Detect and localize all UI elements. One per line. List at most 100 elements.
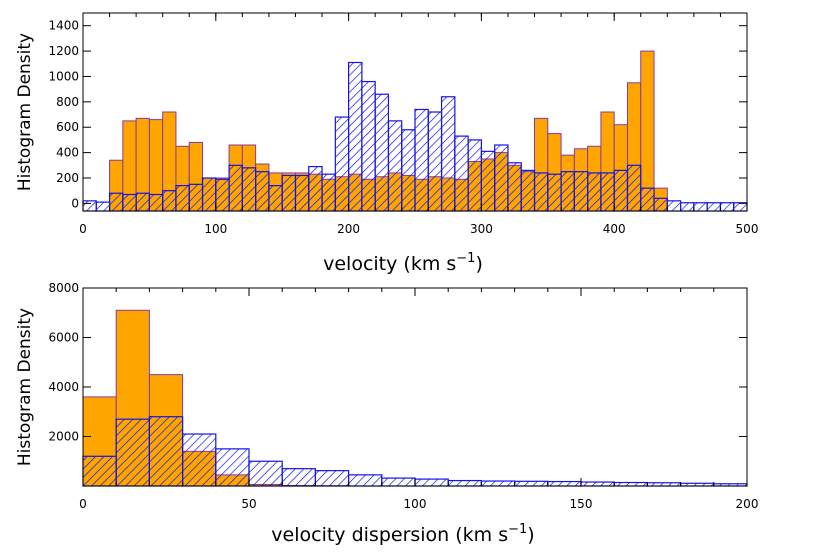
dispersion-hatched-bar [547, 480, 582, 487]
velocity-y-tick-label: 800 [56, 95, 79, 109]
velocity-hatched-bar [653, 197, 668, 212]
velocity-hatched-bar [440, 96, 456, 212]
dispersion-x-tick-label: 150 [570, 497, 593, 511]
dispersion-hatched-bar [414, 478, 449, 487]
velocity-hatched-bar [414, 108, 429, 212]
dispersion-y-tick-label: 8000 [48, 281, 79, 295]
dispersion-y-tick-label: 4000 [48, 380, 79, 394]
velocity-panel: 0 100 200 300 400 500 0 200 400 600 800 1000 1200 140… [15, 12, 758, 275]
velocity-hatched-bar [82, 200, 97, 212]
velocity-y-tick-label: 1400 [48, 19, 79, 33]
dispersion-hatched-bar [513, 480, 549, 487]
velocity-bars [82, 50, 748, 212]
dispersion-hatched-bar [182, 433, 217, 487]
dispersion-hatched-bar [215, 448, 250, 487]
velocity-plot-frame [82, 12, 748, 212]
velocity-filled-bar [640, 50, 655, 212]
dispersion-hatched-bar [148, 416, 184, 487]
dispersion-hatched-bar [248, 460, 283, 487]
velocity-hatched-bar [693, 202, 708, 212]
velocity-y-tick-label: 0 [71, 196, 79, 210]
velocity-hatched-bar [321, 173, 336, 212]
velocity-ticks: 0 100 200 300 400 500 0 200 400 600 800 1000 1200 140… [48, 13, 758, 236]
velocity-hatched-bar [467, 139, 482, 212]
velocity-hatched-bar [573, 171, 589, 212]
velocity-hatched-bar [148, 193, 164, 212]
dispersion-hatched-bar [348, 474, 383, 487]
dispersion-hatched-bar [447, 479, 483, 487]
velocity-x-tick-label: 500 [736, 222, 759, 236]
velocity-hatched-bar [733, 202, 748, 212]
velocity-x-axis-title: velocity (km s−1) [323, 251, 483, 275]
velocity-x-tick-label: 200 [337, 222, 360, 236]
velocity-hatched-bar [201, 177, 217, 212]
velocity-hatched-bar [308, 165, 323, 212]
dispersion-y-tick-label: 2000 [48, 430, 79, 444]
dispersion-hatched-bar [314, 470, 350, 487]
velocity-hatched-bar [640, 187, 655, 212]
dispersion-hatched-bar [613, 481, 649, 487]
dispersion-bars [82, 309, 748, 487]
velocity-hatched-bar [666, 200, 682, 212]
velocity-hatched-bar [135, 192, 150, 212]
velocity-hatched-bar [494, 144, 509, 212]
velocity-hatched-bar [241, 167, 257, 212]
velocity-hatched-bar [587, 172, 602, 212]
velocity-hatched-bar [122, 193, 137, 212]
dispersion-hatched-bar [115, 418, 150, 487]
velocity-hatched-bar [374, 93, 390, 212]
velocity-hatched-bar [547, 173, 562, 212]
velocity-hatched-bar [228, 164, 243, 212]
velocity-hatched-bar [387, 120, 403, 212]
velocity-hatched-bar [255, 171, 270, 212]
velocity-y-axis-title: Histogram Density [15, 33, 35, 191]
velocity-x-tick-label: 400 [603, 222, 626, 236]
velocity-hatched-bar [401, 129, 416, 212]
velocity-hatched-bar [268, 185, 283, 212]
velocity-x-tick-label: 300 [470, 222, 493, 236]
dispersion-hatched-bar [381, 477, 416, 487]
velocity-hatched-bar [281, 174, 297, 212]
velocity-dispersion-panel: 0 50 100 150 200 2000 4000 6000 8000 Histogram D… [15, 281, 758, 546]
velocity-hatched-bar [188, 183, 204, 212]
dispersion-hatched-bar [82, 455, 117, 487]
velocity-hatched-bar [294, 174, 310, 212]
dispersion-x-tick-label: 100 [404, 497, 427, 511]
velocity-y-tick-label: 600 [56, 120, 79, 134]
dispersion-y-tick-label: 6000 [48, 331, 79, 345]
dispersion-x-tick-label: 0 [79, 497, 87, 511]
velocity-y-tick-label: 1000 [48, 69, 79, 83]
dispersion-x-axis-title: velocity dispersion (km s−1) [271, 522, 534, 546]
dispersion-x-tick-label: 50 [241, 497, 256, 511]
dispersion-hatched-bar [281, 468, 317, 487]
velocity-hatched-bar [520, 169, 536, 212]
velocity-hatched-bar [162, 190, 177, 212]
velocity-y-tick-label: 400 [56, 146, 79, 160]
velocity-hatched-bar [175, 185, 190, 212]
velocity-hatched-bar [679, 202, 695, 212]
velocity-y-tick-label: 1200 [48, 44, 79, 58]
dispersion-hatched-bar [580, 481, 615, 487]
velocity-hatched-bar [334, 116, 350, 212]
velocity-hatched-bar [600, 172, 615, 212]
velocity-hatched-bar [626, 164, 642, 212]
velocity-hatched-bar [348, 61, 363, 212]
velocity-hatched-bar [706, 202, 722, 212]
dispersion-hatched-bar [480, 480, 516, 487]
velocity-hatched-bar [533, 172, 549, 212]
velocity-hatched-bar [95, 201, 111, 212]
velocity-y-tick-label: 200 [56, 171, 79, 185]
dispersion-y-axis-title: Histogram Density [15, 308, 35, 466]
velocity-hatched-bar [719, 202, 735, 212]
velocity-hatched-bar [108, 192, 124, 212]
dispersion-ticks: 0 50 100 150 200 2000 4000 6000 8000 [48, 281, 758, 511]
velocity-hatched-bar [507, 162, 522, 212]
velocity-hatched-bar [215, 178, 230, 212]
velocity-hatched-bar [427, 111, 443, 212]
velocity-hatched-bar [480, 150, 496, 212]
velocity-x-tick-label: 100 [204, 222, 227, 236]
velocity-hatched-bar [613, 169, 629, 212]
velocity-hatched-bar [560, 171, 575, 212]
velocity-hatched-bar [361, 80, 376, 212]
